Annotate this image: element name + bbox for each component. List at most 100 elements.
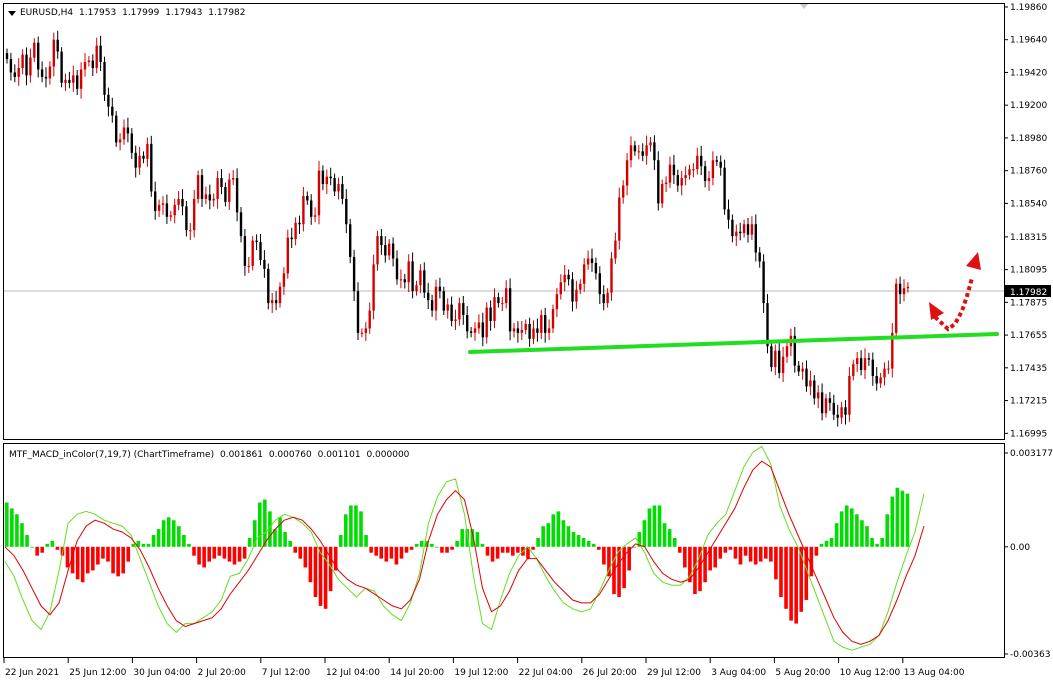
histogram-bar [860,520,864,547]
price-tick-label: 1.18980 [1010,134,1047,144]
histogram-bar [121,546,125,574]
candle [641,143,644,162]
histogram-bar [885,514,890,547]
candle [64,73,67,91]
candle [489,300,492,331]
candle [79,62,83,99]
candle [286,229,289,279]
candle [224,182,227,207]
candle [469,326,473,338]
histogram-bar [187,543,191,547]
time-tick-label: 26 Jul 20:00 [583,668,637,678]
candle [321,165,325,191]
candle [442,286,445,316]
histogram-bar [111,546,115,574]
candle [360,328,364,338]
histogram-bar [647,508,652,547]
histogram-bar [865,526,869,547]
time-tick-label: 5 Aug 20:00 [775,668,830,678]
histogram-bar [455,540,459,547]
candle [618,187,621,250]
histogram-bar [85,546,90,574]
candle [450,296,453,327]
candle [466,306,469,339]
time-tick-label: 29 Jul 12:00 [647,668,701,678]
candle [746,217,750,243]
candle [742,219,746,238]
support-trendline[interactable] [468,332,999,354]
histogram-bar [683,546,687,568]
candle [384,236,387,263]
candle [664,176,668,193]
candle [376,230,379,271]
candle [290,227,293,249]
candle [33,38,36,63]
candle [501,296,504,312]
ohlc-open: 1.17953 [79,8,116,18]
candle [142,151,145,164]
candle [512,323,516,338]
histogram-bar [753,546,758,565]
histogram-bar [394,546,399,565]
candle [337,177,340,200]
histogram-bar [116,546,120,577]
candle [805,360,808,392]
candle [29,48,32,83]
histogram-bar [232,546,237,565]
histogram-bar [247,537,252,547]
candle [477,314,481,334]
candle [111,97,114,123]
candle [676,169,679,192]
histogram-bar [576,535,581,547]
candle [228,173,231,210]
histogram-bar [80,546,85,583]
histogram-bar [440,546,444,553]
price-tick-label: 1.19200 [1010,101,1047,111]
signal-line [4,460,925,645]
candle [696,147,699,175]
candle [797,361,800,377]
candle [844,400,847,425]
candle [423,262,426,299]
candle [828,392,832,411]
candle [707,170,711,191]
chart-shift-marker-icon[interactable] [800,4,808,9]
candle [103,56,106,102]
histogram-bar [733,546,738,559]
histogram-bar [855,514,859,547]
candle [391,237,395,267]
histogram-bar [263,499,267,547]
price-pane[interactable]: EURUSD,H4 1.17953 1.17999 1.17943 1.1798… [3,3,1052,440]
histogram-bar [156,529,161,547]
macd-histogram [5,487,910,624]
histogram-bar [379,546,384,559]
candle [157,199,161,218]
forecast-arrow-icon[interactable] [929,252,981,332]
histogram-bar [566,526,571,547]
candle [83,53,87,77]
candle [17,58,20,86]
histogram-bar [799,546,804,612]
price-tick-label: 1.17215 [1010,397,1047,407]
indicator-name: MTF_MACD_inColor(7,19,7) (ChartTimeframe… [9,450,214,460]
candle [883,362,886,386]
histogram-bar [126,546,131,562]
candle [333,173,336,196]
candle [364,322,367,341]
candle [395,250,399,285]
histogram-bar [96,546,100,565]
candle [672,154,676,185]
indicator-pane[interactable]: MTF_MACD_inColor(7,19,7) (ChartTimeframe… [3,443,1053,661]
candle [72,65,75,92]
pane-collapse-triangle[interactable] [8,11,16,16]
candle [528,317,531,347]
candle [146,137,149,167]
candle [540,309,543,340]
histogram-bar [308,546,313,583]
candle [306,191,309,205]
histogram-bar [480,543,485,547]
time-axis: 22 Jun 2021 25 Jun 12:00 30 Jun 04:00 2 Jul… [3,658,965,678]
histogram-bar [698,546,702,592]
candle [703,160,707,188]
